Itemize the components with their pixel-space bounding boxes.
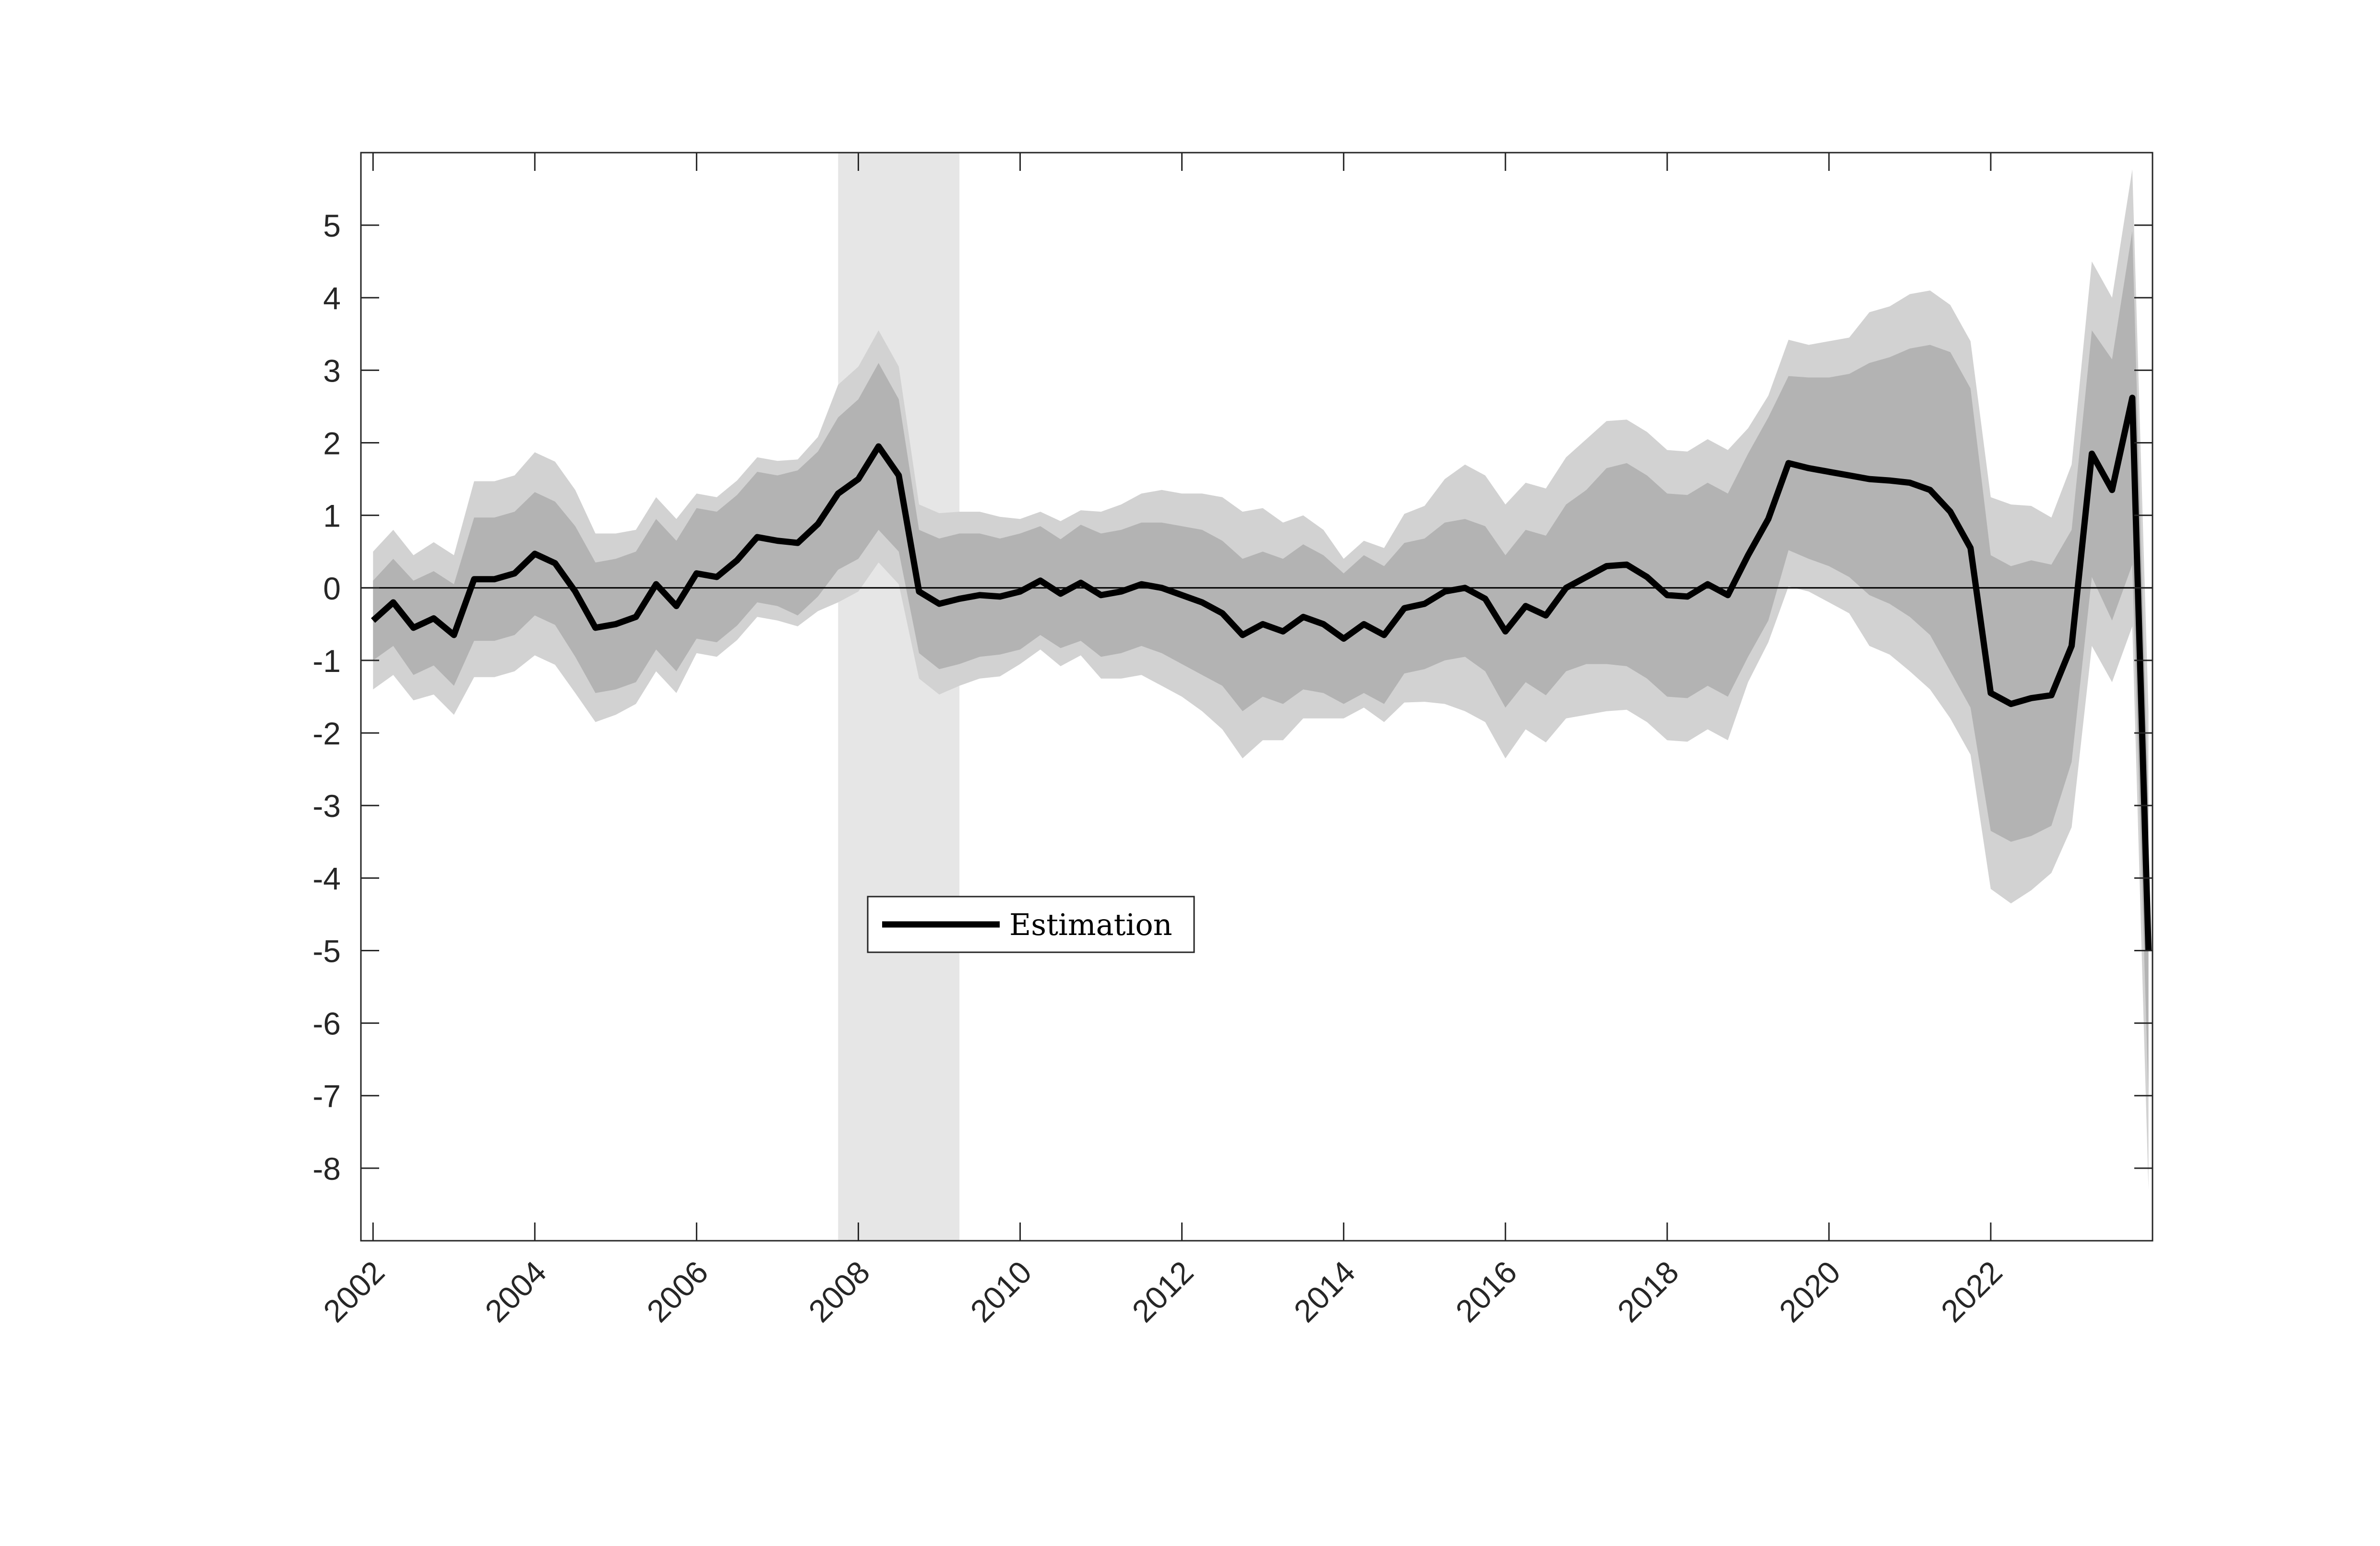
axes-frame bbox=[360, 152, 2153, 1242]
y-tick-label: -1 bbox=[312, 643, 341, 679]
y-tick-label: -8 bbox=[312, 1151, 341, 1186]
confidence-band-inner bbox=[373, 231, 2149, 1096]
recession-band bbox=[838, 153, 960, 1241]
y-tick-label: -5 bbox=[312, 933, 341, 969]
y-tick-label: 3 bbox=[323, 353, 341, 388]
y-tick-label: -6 bbox=[312, 1006, 341, 1042]
y-tick-label: 4 bbox=[323, 280, 341, 316]
y-tick-label: -3 bbox=[312, 788, 341, 824]
y-tick-label: -2 bbox=[312, 716, 341, 751]
y-tick-label: 5 bbox=[323, 208, 341, 243]
series-line-estimation bbox=[371, 395, 2152, 951]
legend: Estimation bbox=[867, 896, 1195, 953]
y-tick-label: 2 bbox=[323, 426, 341, 461]
legend-label-estimation: Estimation bbox=[1009, 907, 1172, 942]
y-tick-label: -4 bbox=[312, 861, 341, 896]
y-tick-label: -7 bbox=[312, 1079, 341, 1114]
y-tick-label: 0 bbox=[323, 571, 341, 606]
plot-area bbox=[361, 153, 2153, 1241]
y-tick-label: 1 bbox=[323, 498, 341, 534]
